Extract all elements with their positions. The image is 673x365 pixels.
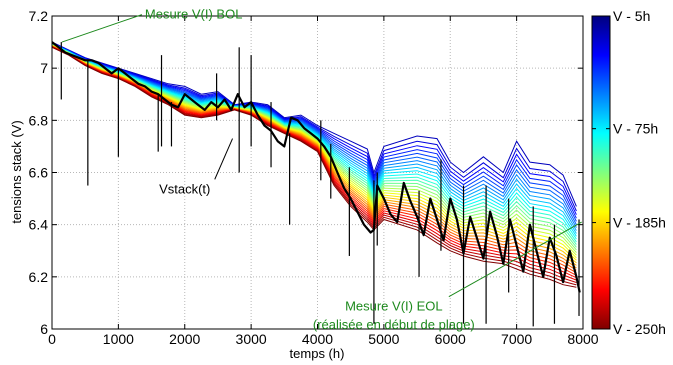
annotation-text: Mesure V(I) BOL — [145, 7, 243, 22]
annotation-text: Vstack(t) — [159, 181, 210, 196]
annotation-leader-line — [448, 221, 582, 298]
curve-family-line — [52, 42, 577, 219]
axis-ticks: 0 1000 2000 3000 4000 5000 6000 7000 8000 6 6.2 6.4… — [29, 8, 599, 347]
curve-family-line — [52, 42, 577, 222]
x-tick-label: 0 — [48, 331, 56, 347]
y-tick-label: 7 — [40, 60, 48, 76]
x-tick-label: 8000 — [567, 331, 598, 347]
annotation-text: Mesure V(I) EOL — [345, 299, 443, 314]
curve-family-line — [52, 42, 577, 215]
annotation-leader-line — [61, 14, 143, 43]
y-tick-label: 6.6 — [29, 165, 49, 181]
colorbar-label: V - 250h — [613, 321, 666, 337]
y-axis-title: tensions stack (V) — [9, 120, 24, 223]
curve-family-line — [52, 46, 577, 288]
x-tick-label: 1000 — [103, 331, 134, 347]
curve-family-line — [52, 42, 577, 225]
x-tick-label: 3000 — [236, 331, 267, 347]
annotation-text: (réalisée en début de plage) — [313, 317, 475, 332]
y-tick-label: 6.8 — [29, 112, 49, 128]
x-axis-title: temps (h) — [290, 346, 345, 361]
x-tick-label: 7000 — [501, 331, 532, 347]
annotation-leader-line — [214, 138, 233, 180]
colorbar-labels: V - 5h V - 75h V - 185h V - 250h — [592, 8, 666, 337]
y-tick-label: 7.2 — [29, 8, 49, 24]
annotations: Mesure V(I) BOL Vstack(t) Mesure V(I) EOL (… — [61, 7, 582, 332]
spike-lines — [60, 42, 580, 327]
x-tick-label: 2000 — [169, 331, 200, 347]
colorbar-label: V - 5h — [613, 8, 650, 24]
curve-family-line — [52, 43, 577, 234]
colorbar — [591, 15, 611, 330]
y-tick-label: 6.2 — [29, 269, 49, 285]
grid-lines — [52, 16, 583, 329]
y-tick-label: 6 — [40, 321, 48, 337]
curve-family-line — [52, 41, 577, 212]
curve-family-line — [52, 41, 577, 207]
colorbar-label: V - 185h — [613, 215, 666, 231]
series-lines — [52, 41, 581, 293]
series-line-vstack — [52, 41, 581, 293]
x-tick-label: 4000 — [302, 331, 333, 347]
colorbar-label: V - 75h — [613, 121, 658, 137]
x-tick-label: 5000 — [368, 331, 399, 347]
x-tick-label: 6000 — [435, 331, 466, 347]
curve-family-line — [52, 43, 577, 228]
y-tick-label: 6.4 — [29, 217, 49, 233]
